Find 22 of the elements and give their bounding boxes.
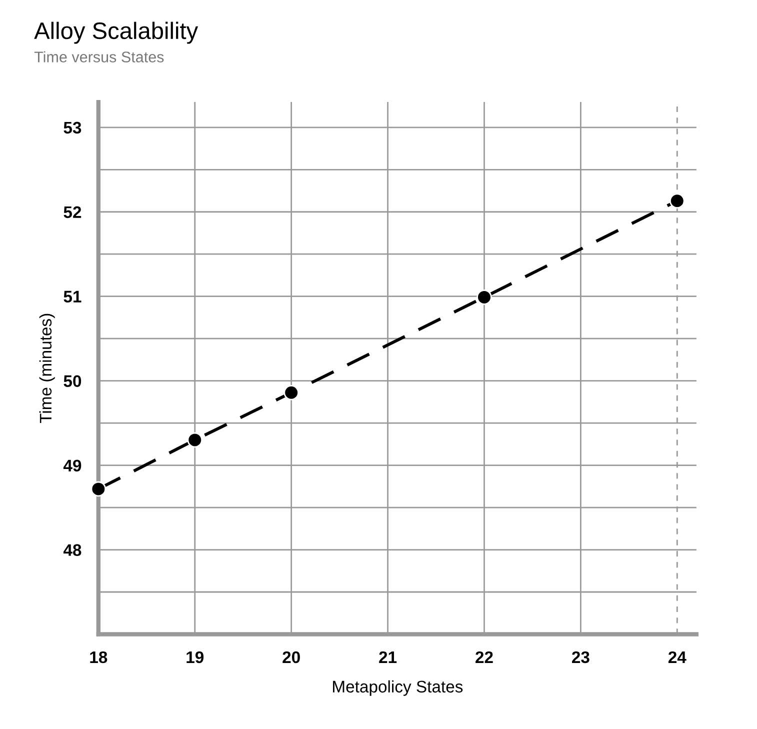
point	[90, 481, 106, 497]
x-axis-title: Metapolicy States	[333, 680, 463, 696]
point	[670, 193, 685, 209]
x-tick-label: 20	[282, 651, 300, 664]
y-tick-label: 51	[64, 290, 82, 303]
x-tick-label: 21	[379, 651, 397, 663]
chart-subtitle: Time versus States	[34, 51, 164, 62]
y-axis-title: Time (minutes)	[39, 314, 55, 424]
point	[187, 432, 203, 448]
x-tick-label: 22	[476, 651, 493, 663]
x-tick-label: 19	[186, 651, 204, 664]
x-tick-label: 24	[668, 651, 686, 663]
point	[284, 385, 299, 400]
chart-title: Alloy Scalability	[34, 22, 198, 44]
y-tick-label: 50	[64, 375, 82, 388]
y-tick-label: 49	[63, 460, 82, 472]
point	[476, 290, 492, 305]
y-tick-label: 48	[63, 544, 82, 556]
x-tick-label: 23	[572, 651, 590, 664]
y-tick-label: 52	[64, 206, 82, 218]
x-tick-label: 18	[90, 651, 108, 664]
y-tick-label: 53	[64, 122, 82, 134]
